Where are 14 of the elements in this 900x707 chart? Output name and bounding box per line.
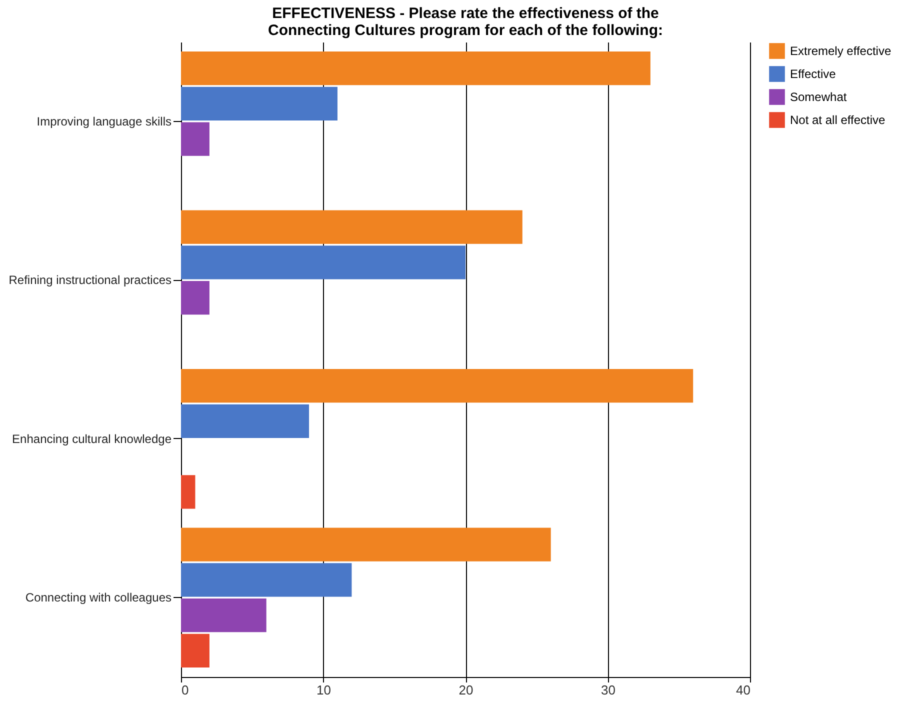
- legend-label: Effective: [790, 67, 836, 81]
- x-tick-label: 10: [316, 682, 331, 698]
- y-tick-label: Improving language skills: [36, 114, 172, 128]
- y-tick-label: Enhancing cultural knowledge: [12, 432, 172, 446]
- y-tick-label: Refining instructional practices: [8, 273, 172, 288]
- y-tick-label: Connecting with colleagues: [25, 590, 172, 605]
- legend-label: Extremely effective: [790, 44, 892, 58]
- legend-label: Not at all effective: [790, 113, 886, 127]
- x-tick-label: 30: [601, 682, 616, 698]
- x-tick-label: 0: [182, 682, 189, 698]
- legend-label: Somewhat: [790, 90, 848, 104]
- x-tick-label: 40: [736, 682, 750, 698]
- chart-title: EFFECTIVENESS - Please rate the effectiveness of the Connecting Cultures program for each of the following:: [268, 5, 664, 39]
- x-tick-label: 20: [458, 682, 474, 698]
